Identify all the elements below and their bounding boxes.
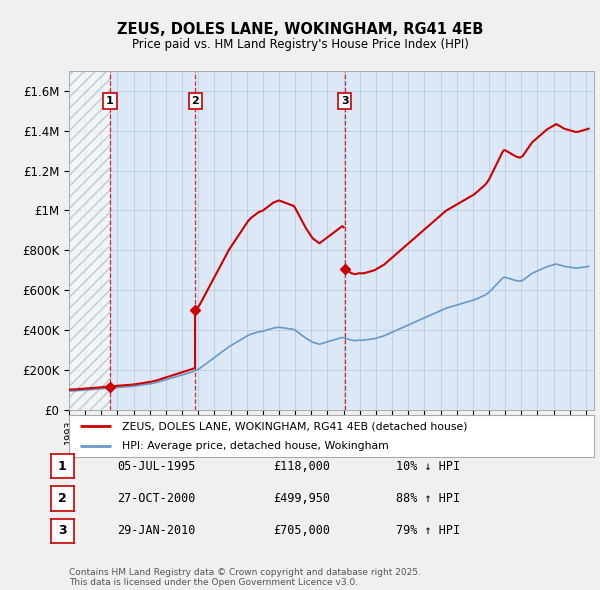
Text: 1: 1 (106, 96, 114, 106)
Text: £499,950: £499,950 (273, 492, 330, 505)
Text: HPI: Average price, detached house, Wokingham: HPI: Average price, detached house, Woki… (121, 441, 388, 451)
Text: 2: 2 (191, 96, 199, 106)
Text: 3: 3 (341, 96, 349, 106)
Text: 10% ↓ HPI: 10% ↓ HPI (396, 460, 460, 473)
Text: 79% ↑ HPI: 79% ↑ HPI (396, 525, 460, 537)
Text: 05-JUL-1995: 05-JUL-1995 (117, 460, 196, 473)
Text: ZEUS, DOLES LANE, WOKINGHAM, RG41 4EB (detached house): ZEUS, DOLES LANE, WOKINGHAM, RG41 4EB (d… (121, 421, 467, 431)
Bar (69, 71, 110, 410)
Text: £118,000: £118,000 (273, 460, 330, 473)
Text: £705,000: £705,000 (273, 525, 330, 537)
Text: Contains HM Land Registry data © Crown copyright and database right 2025.
This d: Contains HM Land Registry data © Crown c… (69, 568, 421, 587)
Text: 88% ↑ HPI: 88% ↑ HPI (396, 492, 460, 505)
Text: Price paid vs. HM Land Registry's House Price Index (HPI): Price paid vs. HM Land Registry's House … (131, 38, 469, 51)
Text: ZEUS, DOLES LANE, WOKINGHAM, RG41 4EB: ZEUS, DOLES LANE, WOKINGHAM, RG41 4EB (117, 22, 483, 37)
Text: 27-OCT-2000: 27-OCT-2000 (117, 492, 196, 505)
Text: 3: 3 (58, 525, 67, 537)
Text: 29-JAN-2010: 29-JAN-2010 (117, 525, 196, 537)
Text: 2: 2 (58, 492, 67, 505)
Text: 1: 1 (58, 460, 67, 473)
